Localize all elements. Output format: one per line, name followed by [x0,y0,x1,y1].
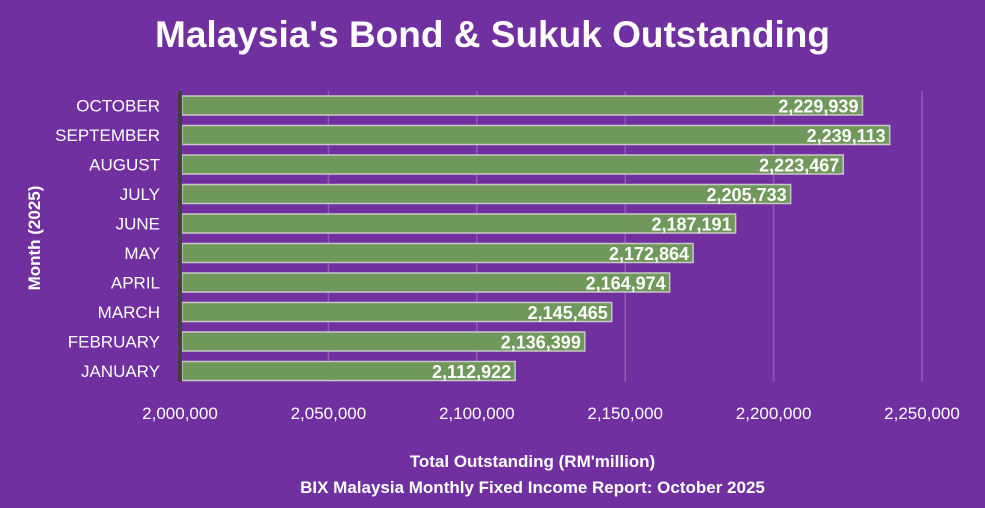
x-tick-label: 2,150,000 [587,404,663,423]
bar [181,183,792,205]
x-tick-label: 2,050,000 [291,404,367,423]
y-tick-label: OCTOBER [76,97,160,116]
data-label: 2,229,939 [778,97,858,117]
source-note: BIX Malaysia Monthly Fixed Income Report… [300,478,765,497]
data-label: 2,205,733 [707,185,787,205]
y-tick-label: MAY [124,244,160,263]
data-label: 2,145,465 [528,303,608,323]
y-tick-label: AUGUST [89,156,160,175]
y-tick-label: JUNE [116,215,160,234]
y-tick-label: MARCH [98,303,160,322]
x-tick-label: 2,250,000 [884,404,960,423]
y-tick-label: FEBRUARY [68,333,160,352]
x-tick-label: 2,200,000 [736,404,812,423]
data-label: 2,164,974 [586,274,666,294]
y-tick-label: APRIL [111,274,160,293]
y-tick-label: JANUARY [81,362,160,381]
data-label: 2,172,864 [609,244,689,264]
data-label: 2,112,922 [432,362,511,382]
bar [181,124,891,146]
x-axis-label: Total Outstanding (RM'million) [409,452,656,471]
data-label: 2,239,113 [807,126,886,146]
x-tick-label: 2,100,000 [439,404,515,423]
data-label: 2,223,467 [759,156,839,176]
y-tick-label: JULY [120,185,160,204]
data-label: 2,136,399 [501,333,581,353]
chart-title: Malaysia's Bond & Sukuk Outstanding [155,14,830,55]
y-tick-label: SEPTEMBER [55,126,160,145]
bar [181,154,845,175]
x-tick-label: 2,000,000 [142,404,218,423]
data-label: 2,187,191 [652,215,732,235]
bar [181,95,864,116]
